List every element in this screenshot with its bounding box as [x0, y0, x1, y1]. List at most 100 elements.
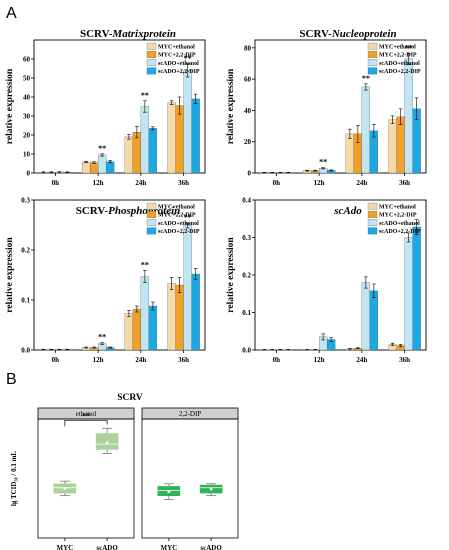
plot-frame — [37, 418, 135, 539]
legend-swatch — [367, 202, 378, 210]
x-tick-label: 0h — [52, 179, 60, 187]
y-tick-label: 80 — [244, 44, 252, 52]
y-tick-label: 40 — [244, 107, 252, 115]
legend-label: MYC+ethanol — [379, 204, 416, 210]
legend-swatch — [146, 67, 157, 75]
legend-label: scADO+2,2-DIP — [158, 229, 200, 235]
bar — [105, 161, 115, 174]
y-tick-label: 0.2 — [242, 272, 251, 280]
legend-swatch — [146, 227, 157, 235]
legend-swatch — [146, 202, 157, 210]
legend-swatch — [146, 219, 157, 227]
y-axis-label: lg TCID₅₀ / 0.1 mL — [10, 451, 18, 507]
x-tick-label: 12h — [314, 356, 325, 364]
x-tick-label: 24h — [135, 356, 146, 364]
chart-title-prefix: SCRV- — [80, 28, 113, 40]
x-tick-label: MYC — [57, 544, 74, 550]
y-tick-label: 40 — [23, 94, 31, 102]
legend-swatch — [367, 51, 378, 58]
chart-title: SCRV-Matrixprotein — [80, 28, 176, 40]
chart-title-italic: scAdo — [333, 205, 362, 217]
chart-title: SCRV — [117, 393, 143, 403]
x-tick-label: 24h — [135, 179, 146, 187]
bar — [191, 273, 200, 351]
legend-swatch — [367, 59, 378, 67]
plot-frame — [254, 39, 427, 174]
x-tick-label: 36h — [399, 179, 410, 187]
bar — [97, 154, 107, 174]
bar — [175, 284, 184, 351]
legend-label: scADO+ethanol — [158, 61, 199, 67]
legend-label: scADO+2,2-DIP — [379, 69, 421, 75]
significance-marker: ** — [82, 411, 90, 420]
x-tick-label: 12h — [314, 179, 325, 187]
y-tick-label: 0 — [248, 170, 252, 178]
y-tick-label: 0 — [27, 170, 31, 178]
y-tick-label: 0.1 — [21, 297, 30, 305]
bar — [361, 282, 371, 351]
significance-marker: ** — [362, 74, 370, 83]
mean-marker — [63, 487, 67, 490]
bar — [167, 102, 176, 174]
legend-swatch — [367, 219, 378, 227]
x-tick-label: 24h — [356, 179, 367, 187]
bar — [89, 162, 99, 174]
bar — [140, 276, 150, 351]
significance-bracket — [64, 419, 108, 427]
bar — [124, 136, 134, 174]
x-tick-label: 12h — [93, 356, 104, 364]
bar — [81, 161, 91, 174]
y-tick-label: 60 — [244, 76, 252, 84]
bar — [148, 128, 158, 174]
bar — [396, 116, 405, 174]
bar — [369, 290, 379, 351]
significance-marker: ** — [98, 144, 106, 153]
legend-swatch — [367, 211, 378, 218]
legend-label: MYC+2,2-DIP — [158, 53, 196, 59]
y-tick-label: 0.3 — [21, 197, 30, 205]
y-axis-label: relative expression — [226, 68, 236, 144]
x-tick-label: 36h — [178, 356, 189, 364]
legend-label: scADO+ethanol — [379, 61, 420, 67]
significance-marker: ** — [405, 43, 413, 52]
bar — [183, 70, 192, 174]
mean-marker — [105, 441, 109, 445]
plot-frame — [33, 199, 206, 351]
panel-letter-b: B — [6, 371, 17, 388]
bar — [361, 86, 371, 174]
facet-label: 2,2-DIP — [179, 410, 201, 418]
mean-marker — [167, 490, 171, 494]
legend-label: scADO+ethanol — [158, 221, 199, 227]
plot-frame — [141, 418, 239, 539]
legend-swatch — [367, 227, 378, 235]
chart-title: SCRV-Nucleoprotein — [299, 28, 396, 40]
bar — [388, 119, 397, 174]
chart-title-prefix: SCRV- — [76, 205, 109, 217]
y-tick-label: 20 — [244, 138, 252, 146]
legend-label: MYC+ethanol — [158, 44, 195, 50]
chart-title-italic: Phosphoprotein — [108, 205, 180, 217]
chart-title-italic: Matrixprotein — [111, 28, 176, 40]
bar — [175, 105, 184, 174]
legend-swatch — [146, 42, 157, 50]
x-tick-label: 36h — [178, 179, 189, 187]
bar — [148, 305, 158, 351]
significance-marker: ** — [141, 91, 149, 100]
legend-label: MYC+ethanol — [158, 204, 195, 210]
bar — [345, 133, 355, 174]
bar — [167, 283, 176, 351]
significance-marker: ** — [319, 158, 327, 167]
bar — [404, 237, 413, 351]
bar — [140, 106, 150, 174]
chart-title-prefix: SCRV- — [299, 28, 332, 40]
y-tick-label: 20 — [23, 132, 31, 140]
plot-frame — [33, 39, 206, 174]
legend-swatch — [367, 42, 378, 50]
y-tick-label: 60 — [23, 56, 31, 64]
y-tick-label: 0.4 — [242, 197, 251, 205]
bar — [191, 98, 200, 174]
y-tick-label: 0.2 — [21, 247, 30, 255]
bar — [404, 58, 413, 174]
